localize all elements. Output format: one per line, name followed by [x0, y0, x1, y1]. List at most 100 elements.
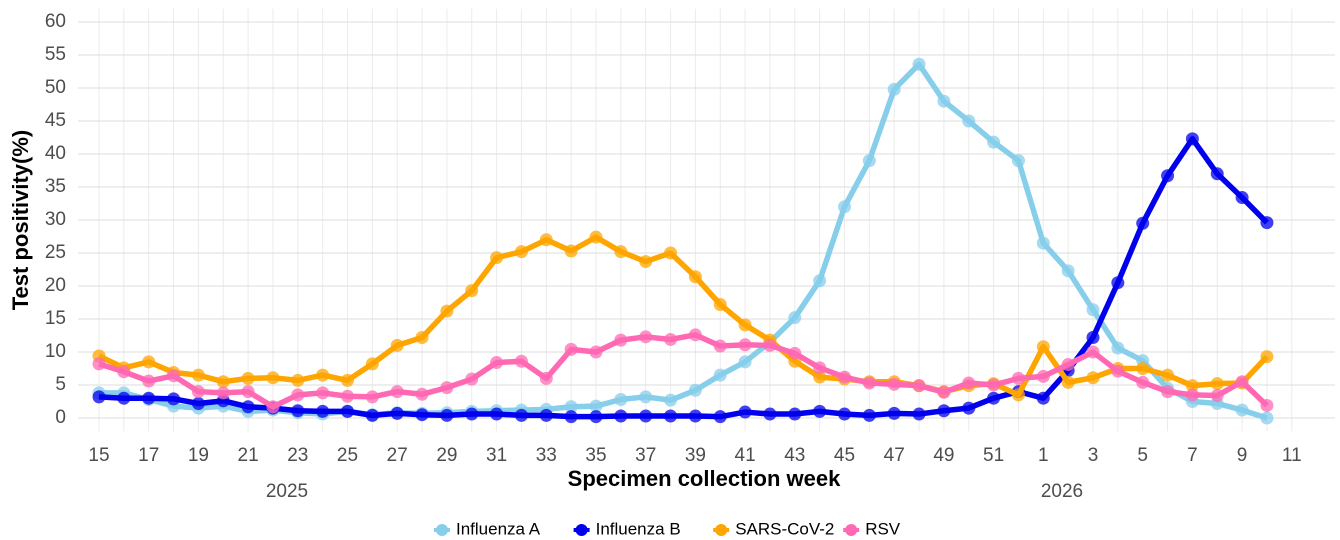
data-point — [664, 332, 678, 346]
data-point — [117, 391, 131, 405]
data-point — [937, 404, 951, 418]
data-point — [291, 373, 305, 387]
data-point — [763, 407, 777, 421]
data-point — [639, 409, 653, 423]
data-point — [1210, 377, 1224, 391]
data-point — [266, 371, 280, 385]
data-point — [987, 135, 1001, 149]
data-point — [738, 338, 752, 352]
data-point — [1260, 398, 1274, 412]
data-point — [415, 330, 429, 344]
x-tick-label: 33 — [536, 445, 557, 466]
data-point — [1036, 369, 1050, 383]
data-point — [614, 245, 628, 259]
data-point — [788, 311, 802, 325]
data-point — [813, 370, 827, 384]
data-point — [589, 410, 603, 424]
data-point — [142, 374, 156, 388]
data-point — [1011, 154, 1025, 168]
data-point — [962, 401, 976, 415]
x-tick-label: 27 — [387, 445, 408, 466]
data-point — [838, 407, 851, 421]
data-point — [564, 410, 578, 424]
data-point — [1235, 191, 1249, 205]
data-point — [688, 383, 702, 397]
data-point — [664, 246, 678, 260]
data-point — [887, 82, 901, 96]
data-point — [365, 390, 379, 404]
data-point — [738, 318, 752, 332]
data-point — [1235, 375, 1249, 389]
data-point — [1185, 132, 1199, 146]
data-point — [514, 354, 528, 368]
data-point — [191, 385, 205, 399]
data-point — [241, 400, 255, 414]
data-point — [813, 361, 827, 375]
x-tick-label: 17 — [138, 445, 159, 466]
data-point — [738, 355, 752, 369]
data-point — [614, 333, 628, 347]
data-point — [887, 377, 901, 391]
data-point — [1210, 389, 1224, 403]
year-label: 2025 — [266, 481, 308, 502]
data-point — [887, 406, 901, 420]
data-point — [241, 371, 255, 385]
data-point — [167, 369, 181, 383]
x-tick-label: 19 — [188, 445, 209, 466]
data-point — [1185, 379, 1199, 393]
x-tick-label: 29 — [436, 445, 457, 466]
y-tick-label: 30 — [45, 209, 66, 230]
data-point — [1260, 350, 1274, 364]
data-point — [390, 338, 404, 352]
y-tick-label: 45 — [45, 110, 66, 131]
x-tick-label: 7 — [1187, 445, 1198, 466]
legend-swatch — [715, 524, 728, 536]
y-tick-label: 50 — [45, 77, 66, 98]
data-point — [639, 330, 653, 344]
data-point — [639, 255, 653, 269]
legend-label: Influenza A — [456, 519, 541, 538]
data-point — [539, 408, 553, 422]
data-point — [962, 114, 976, 128]
data-point — [813, 404, 827, 418]
data-point — [216, 375, 230, 389]
data-point — [564, 400, 578, 414]
data-point — [291, 388, 305, 402]
data-point — [713, 339, 727, 353]
data-point — [539, 233, 553, 247]
data-point — [1185, 388, 1199, 402]
data-point — [167, 392, 181, 406]
data-point — [117, 365, 131, 379]
legend-label: RSV — [865, 519, 901, 538]
y-tick-label: 15 — [45, 308, 66, 329]
data-point — [1086, 371, 1100, 385]
data-point — [639, 390, 653, 404]
data-point — [1136, 362, 1150, 375]
data-point — [664, 409, 678, 423]
data-point — [191, 396, 205, 410]
data-point — [1111, 364, 1125, 378]
legend-label: Influenza B — [596, 519, 681, 538]
x-tick-label: 47 — [884, 445, 905, 466]
data-point — [1036, 340, 1050, 354]
x-tick-label: 11 — [1282, 445, 1302, 466]
data-point — [341, 389, 354, 403]
data-point — [465, 284, 479, 298]
data-point — [838, 370, 851, 384]
data-point — [316, 386, 330, 400]
data-point — [316, 404, 330, 418]
x-tick-label: 45 — [834, 445, 855, 466]
data-point — [1136, 375, 1150, 389]
data-point — [912, 407, 926, 421]
data-point — [987, 378, 1001, 392]
data-point — [390, 406, 404, 420]
data-point — [1086, 330, 1100, 344]
data-point — [539, 371, 553, 385]
data-point — [216, 386, 230, 400]
data-point — [390, 385, 404, 399]
data-point — [191, 368, 205, 382]
x-tick-label: 1 — [1038, 445, 1049, 466]
series-line — [99, 61, 1268, 421]
data-point — [365, 408, 379, 422]
legend-swatch — [845, 524, 858, 536]
